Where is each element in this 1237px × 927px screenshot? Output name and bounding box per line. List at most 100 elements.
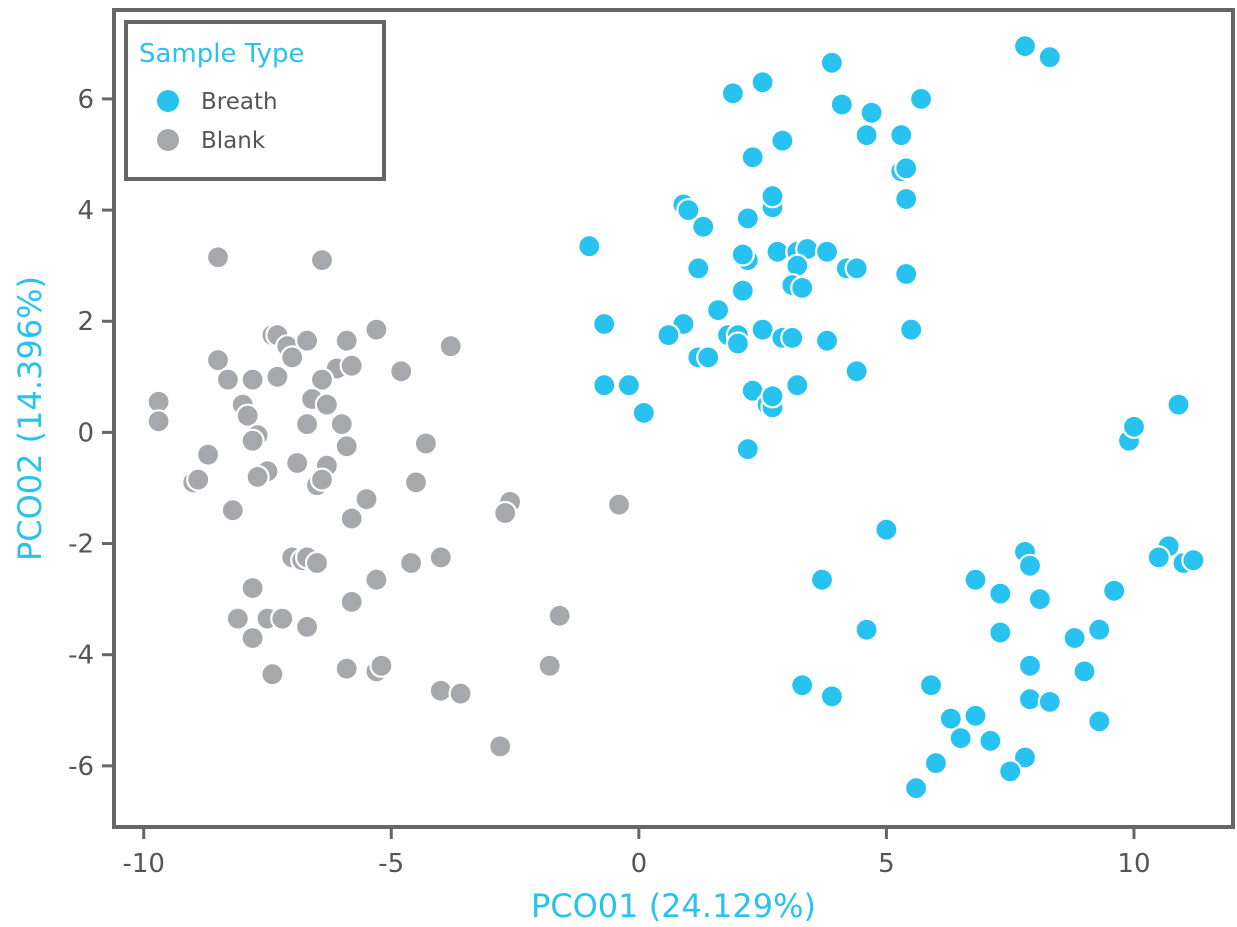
- data-point-breath: [1087, 709, 1112, 734]
- data-point-breath: [963, 567, 988, 592]
- data-point-blank: [606, 492, 632, 517]
- data-point-breath: [592, 373, 617, 398]
- data-point-breath: [998, 759, 1023, 784]
- data-point-breath: [894, 186, 919, 212]
- data-point-blank: [399, 550, 424, 576]
- data-point-breath: [978, 728, 1003, 754]
- data-point-blank: [334, 434, 359, 459]
- y-axis-title: PCO02 (14.396%): [11, 276, 49, 561]
- data-point-breath: [988, 620, 1013, 645]
- data-point-blank: [205, 245, 231, 270]
- data-point-blank: [245, 464, 270, 489]
- legend-label-blank: Blank: [201, 128, 266, 154]
- data-point-breath: [592, 311, 617, 337]
- data-point-breath: [696, 345, 721, 370]
- data-point-breath: [988, 581, 1013, 606]
- data-point-breath: [760, 384, 785, 409]
- data-point-breath: [938, 706, 963, 731]
- data-point-blank: [488, 734, 513, 759]
- data-point-breath: [780, 325, 805, 350]
- data-point-blank: [295, 412, 320, 437]
- data-point-breath: [903, 775, 929, 801]
- data-point-blank: [309, 367, 335, 392]
- y-tick-label: 0: [77, 418, 94, 448]
- data-point-blank: [428, 545, 453, 570]
- legend-swatch-breath: [157, 90, 179, 112]
- legend: Sample Type Breath Blank: [124, 20, 386, 181]
- data-point-breath: [1102, 578, 1127, 603]
- data-point-breath: [894, 261, 919, 287]
- data-point-breath: [656, 323, 681, 348]
- data-point-breath: [1181, 548, 1206, 573]
- data-point-blank: [146, 409, 171, 434]
- data-points: [146, 33, 1206, 801]
- data-point-breath: [859, 100, 884, 125]
- data-point-blank: [280, 345, 305, 370]
- data-point-breath: [735, 206, 760, 231]
- data-point-breath: [908, 86, 934, 112]
- data-point-breath: [676, 198, 701, 223]
- data-point-blank: [205, 348, 231, 373]
- data-point-breath: [1087, 617, 1112, 642]
- plot-frame: [112, 8, 1235, 829]
- data-point-breath: [809, 567, 835, 592]
- data-point-blank: [448, 681, 473, 706]
- data-point-breath: [725, 331, 751, 356]
- data-point-blank: [389, 359, 414, 384]
- data-point-breath: [854, 123, 879, 148]
- data-point-breath: [923, 750, 949, 776]
- data-point-blank: [260, 662, 285, 687]
- data-point-breath: [814, 328, 840, 353]
- data-point-breath: [1121, 414, 1147, 439]
- data-point-breath: [889, 123, 914, 148]
- x-tick-label: -5: [378, 849, 404, 879]
- data-point-breath: [686, 256, 711, 281]
- data-point-blank: [220, 498, 245, 523]
- data-point-breath: [1012, 745, 1038, 770]
- data-point-blank: [309, 467, 335, 492]
- data-point-breath: [1027, 586, 1053, 612]
- data-point-blank: [339, 353, 364, 378]
- legend-title: Sample Type: [139, 39, 304, 69]
- data-point-breath: [1017, 553, 1043, 578]
- data-point-blank: [240, 575, 265, 601]
- y-tick-label: -6: [68, 752, 94, 782]
- data-point-breath: [819, 684, 845, 709]
- data-point-blank: [547, 603, 572, 628]
- data-point-breath: [691, 214, 716, 239]
- data-point-blank: [314, 392, 339, 417]
- data-point-breath: [1166, 392, 1191, 417]
- data-point-breath: [844, 256, 869, 281]
- data-point-blank: [537, 653, 562, 678]
- data-point-breath: [1037, 689, 1062, 715]
- data-point-breath: [814, 239, 840, 264]
- data-point-blank: [295, 614, 320, 640]
- data-point-blank: [369, 653, 394, 678]
- x-axis-title: PCO01 (24.129%): [531, 887, 816, 925]
- data-point-blank: [309, 248, 335, 273]
- data-point-breath: [730, 242, 755, 267]
- data-point-breath: [1072, 659, 1097, 684]
- y-tick-label: 2: [77, 307, 94, 337]
- data-point-breath: [631, 400, 656, 425]
- data-point-blank: [196, 442, 221, 467]
- legend-swatch-blank: [157, 129, 179, 151]
- data-point-blank: [364, 317, 389, 342]
- data-point-blank: [295, 328, 320, 353]
- data-point-breath: [948, 725, 973, 751]
- data-point-breath: [874, 517, 899, 542]
- data-point-blank: [413, 431, 438, 456]
- data-point-breath: [760, 184, 785, 209]
- data-point-breath: [844, 359, 869, 384]
- data-point-blank: [493, 500, 518, 526]
- data-point-breath: [577, 234, 602, 259]
- data-point-breath: [616, 373, 642, 398]
- y-tick-label: 6: [77, 85, 94, 115]
- data-point-blank: [354, 487, 379, 512]
- data-point-blank: [235, 403, 260, 428]
- data-point-breath: [963, 703, 988, 728]
- data-point-breath: [705, 298, 731, 323]
- data-point-blank: [225, 606, 250, 631]
- data-point-blank: [329, 412, 354, 437]
